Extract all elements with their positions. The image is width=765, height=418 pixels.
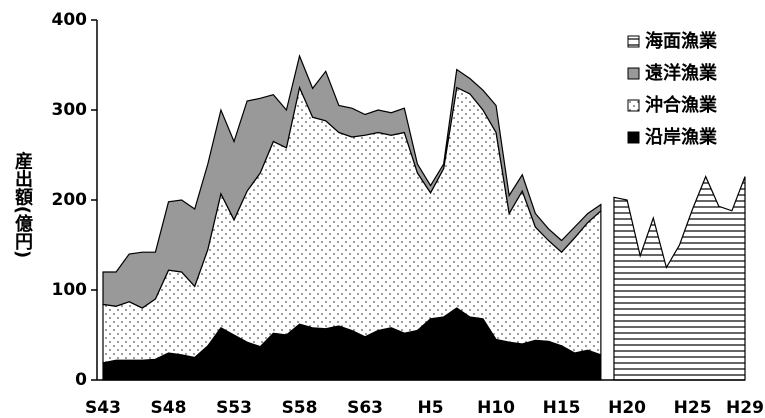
- x-tick-label: H5: [418, 398, 444, 418]
- y-tick-label: 0: [75, 370, 87, 390]
- x-tick-label: S63: [347, 398, 383, 418]
- x-tick-label: H15: [543, 398, 581, 418]
- legend-label: 沿岸漁業: [645, 126, 718, 148]
- y-tick-label: 300: [52, 100, 88, 120]
- x-tick-label: S48: [151, 398, 187, 418]
- y-tick-label: 400: [52, 10, 88, 30]
- legend-label: 沖合漁業: [645, 94, 718, 116]
- area: [613, 175, 746, 381]
- legend-swatch: [627, 99, 640, 112]
- legend-label: 遠洋漁業: [645, 62, 718, 84]
- x-tick-label: S58: [282, 398, 318, 418]
- y-tick-label: 100: [52, 280, 88, 300]
- x-tick-label: S43: [85, 398, 121, 418]
- x-tick-label: S53: [216, 398, 252, 418]
- y-tick-label: 200: [52, 190, 88, 210]
- x-tick-label: H20: [608, 398, 646, 418]
- legend-label: 海面漁業: [645, 30, 718, 52]
- x-tick-label: H10: [477, 398, 515, 418]
- x-tick-label: H25: [674, 398, 712, 418]
- legend-swatch: [627, 131, 640, 144]
- x-tick-label: H29: [726, 398, 764, 418]
- legend-swatch: [627, 67, 640, 80]
- y-axis-label: 産出額(億円): [12, 151, 34, 259]
- legend-swatch: [627, 35, 640, 48]
- area: [102, 54, 602, 309]
